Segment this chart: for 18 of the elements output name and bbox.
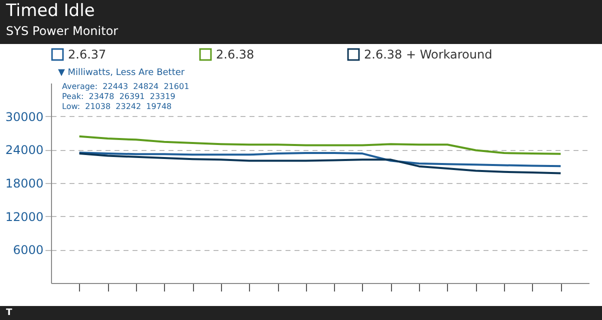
chart-title: Timed Idle — [6, 0, 96, 22]
y-axis-title: ▼ Milliwatts, Less Are Better — [58, 68, 185, 79]
annotation: Low: 21038 23242 19748 — [62, 102, 172, 111]
line-series — [78, 152, 562, 174]
y-tick-label: 24000 — [5, 143, 44, 158]
legend-label: 2.6.38 — [216, 48, 254, 62]
line-series — [78, 152, 562, 168]
chart-subtitle: SYS Power Monitor — [6, 23, 120, 40]
annotation: Peak: 23478 26391 23319 — [62, 92, 176, 101]
line-series — [78, 135, 562, 155]
legend-label: 2.6.37 — [68, 48, 106, 62]
legend-label: 2.6.38 + Workaround — [364, 48, 492, 62]
y-tick-label: 18000 — [5, 176, 44, 190]
y-tick-label: 12000 — [5, 210, 44, 224]
y-tick-label: 30000 — [5, 110, 44, 124]
annotation: Average: 22443 24824 21601 — [62, 82, 190, 91]
y-tick-label: 6000 — [12, 243, 44, 258]
text: T — [0, 306, 602, 320]
